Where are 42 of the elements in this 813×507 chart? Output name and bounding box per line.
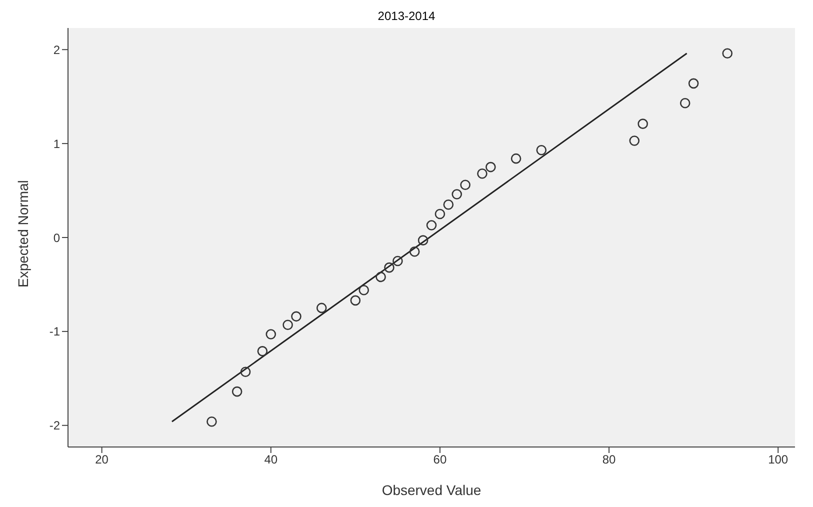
point (350, 295, 361, 306)
point (240, 366, 251, 377)
point (688, 78, 699, 89)
point (629, 136, 640, 146)
y-tick-label: 1 (53, 136, 60, 151)
x-tick-label: 20 (95, 452, 109, 467)
x-tick-label: 60 (433, 452, 447, 467)
point (638, 118, 648, 129)
point (510, 153, 522, 164)
point (257, 346, 268, 356)
point (358, 284, 370, 296)
point (443, 199, 454, 210)
y-tick-label: -2 (49, 418, 60, 433)
point (452, 189, 462, 200)
point (376, 272, 386, 282)
point (477, 168, 488, 179)
point (232, 386, 242, 397)
point (291, 311, 302, 322)
point (316, 302, 327, 314)
point (418, 235, 428, 246)
point (282, 320, 293, 330)
point (434, 208, 446, 220)
point (680, 98, 690, 108)
point (722, 48, 733, 59)
point (409, 246, 420, 257)
chart-title: 2013-2014 (378, 9, 436, 23)
x-tick-label: 80 (602, 452, 616, 467)
y-tick-label: 0 (53, 230, 60, 245)
point (426, 220, 437, 230)
y-axis-title: Expected Normal (14, 180, 31, 288)
point (536, 144, 547, 156)
point (266, 329, 276, 340)
point (486, 162, 496, 172)
point (384, 262, 394, 273)
y-tick-label: 2 (53, 42, 60, 57)
point (460, 180, 470, 190)
point (392, 256, 403, 266)
point (206, 416, 217, 427)
y-tick-label: -1 (49, 324, 60, 339)
x-tick-label: 100 (768, 452, 788, 467)
x-tick-label: 40 (264, 452, 278, 467)
x-axis-title: Observed Value (382, 482, 482, 498)
